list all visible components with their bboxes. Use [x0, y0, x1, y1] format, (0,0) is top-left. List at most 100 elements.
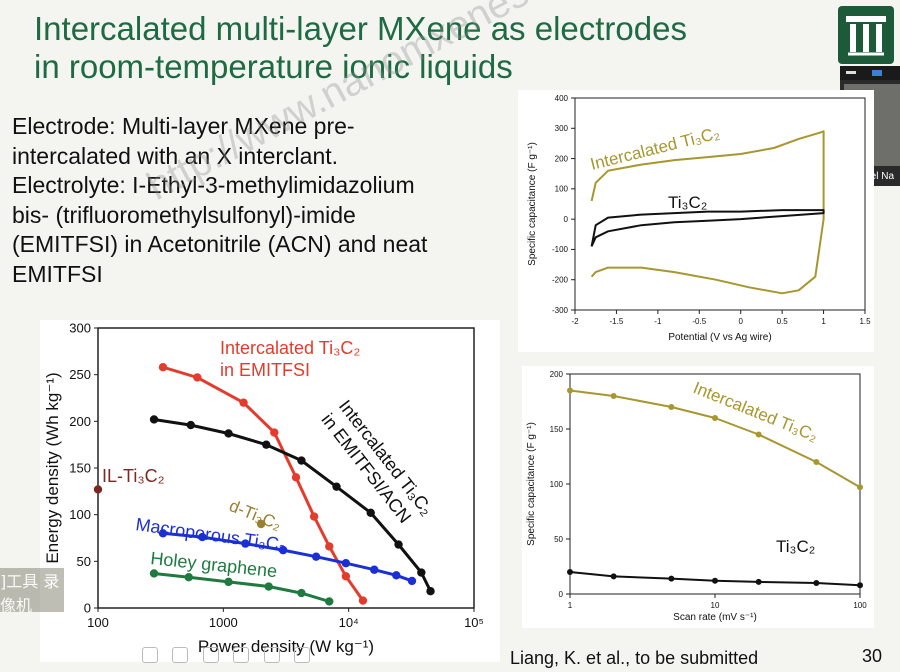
data-point — [358, 596, 368, 605]
x-tick-label: 1 — [568, 601, 573, 610]
data-point — [857, 582, 863, 589]
data-point — [311, 552, 321, 561]
page-number: 30 — [862, 646, 883, 666]
y-tick-label: 200 — [555, 154, 569, 163]
series-label-line: Ti₃C₂ — [776, 537, 815, 556]
x-tick-label: 10⁵ — [464, 615, 484, 630]
data-point — [158, 529, 168, 538]
body-line: bis- (trifluoromethylsulfonyl)-imide — [12, 201, 356, 228]
data-point — [325, 597, 334, 606]
plot-frame — [574, 97, 866, 311]
data-point — [370, 565, 379, 574]
y-tick-label: -200 — [552, 276, 569, 285]
data-point — [149, 569, 159, 578]
plot-frame — [569, 373, 861, 595]
ragone-plot-panel: 0 50 100 150 200 250 300 100 1000 10⁴ 10⁵ Power den… — [40, 320, 500, 662]
more-icon[interactable] — [294, 646, 311, 663]
data-point — [198, 532, 207, 542]
cv-plot-panel: -300 -200 -100 0 100 200 300 400 -2 -1.5 -1 -0.5 0 0.… — [518, 90, 874, 352]
y-tick-label: 300 — [69, 321, 91, 336]
ragone-plot: 0 50 100 150 200 250 300 100 1000 10⁴ 10⁵ Power den… — [43, 321, 484, 656]
data-point — [256, 519, 266, 529]
y-axis-label: Specific capacitance (F g⁻¹) — [527, 142, 538, 266]
data-point — [668, 404, 675, 410]
data-point — [278, 545, 288, 555]
data-point — [270, 428, 279, 437]
y-tick-label: 200 — [550, 370, 564, 379]
data-point — [158, 363, 168, 372]
presentation-toolbar — [142, 646, 320, 668]
data-point — [93, 485, 103, 494]
y-tick-label: 100 — [555, 185, 569, 194]
data-point — [149, 415, 159, 424]
y-tick-label: 50 — [554, 535, 563, 544]
x-tick-label: -2 — [571, 317, 579, 326]
x-tick-label: 100 — [853, 601, 867, 610]
pointer-icon[interactable] — [172, 646, 189, 663]
data-point — [262, 440, 271, 449]
data-point — [239, 398, 248, 407]
data-point — [264, 582, 273, 591]
y-tick-label: -300 — [552, 306, 569, 315]
subtitle-icon[interactable] — [263, 646, 280, 663]
body-line: EMITFSI — [12, 260, 103, 287]
x-tick-label: -1 — [654, 317, 662, 326]
series-label: Intercalated Ti₃C₂ — [588, 123, 721, 174]
university-logo — [838, 6, 894, 64]
series-line — [590, 130, 825, 295]
y-tick-label: -100 — [552, 245, 569, 254]
pen-icon[interactable] — [142, 646, 158, 663]
data-point — [610, 393, 617, 399]
slide-title: Intercalated multi-layer MXene as electr… — [34, 10, 794, 86]
series-label-line: Intercalated Ti₃C₂ — [691, 378, 821, 445]
x-axis-label: Power density (W kg⁻¹) — [198, 637, 374, 656]
data-point — [184, 573, 193, 582]
slide-title-line-2: in room-temperature ionic liquids — [34, 48, 513, 85]
zoom-icon[interactable] — [233, 646, 250, 663]
data-point — [332, 482, 341, 491]
series-label-line: Intercalated Ti₃C₂ — [220, 338, 360, 358]
grid-icon[interactable] — [202, 646, 219, 663]
series-label-line: IL-Ti₃C₂ — [102, 466, 165, 486]
y-axis-label: Energy density (Wh kg⁻¹) — [43, 372, 62, 563]
data-point — [857, 484, 863, 491]
reference-citation: Liang, K. et al., to be submitted — [510, 648, 759, 668]
x-tick-label: -1.5 — [610, 317, 624, 326]
y-tick-label: 300 — [555, 124, 569, 133]
series-label-line: Intercalated Ti₃C₂ — [588, 123, 721, 174]
y-tick-label: 0 — [559, 590, 564, 599]
series-line — [153, 572, 330, 603]
series-label: Ti₃C₂ — [668, 193, 707, 212]
data-point — [668, 575, 675, 582]
x-tick-label: 10⁴ — [339, 615, 359, 630]
data-point — [407, 576, 417, 586]
series-label-line: Ti₃C₂ — [668, 193, 707, 212]
y-axis-label: Specific capacitance (F g⁻¹) — [526, 422, 537, 546]
x-tick-label: 0.5 — [777, 317, 789, 326]
rate-plot-panel: 0 50 100 150 200 1 10 100 Scan rate (mV s⁻¹) Spec… — [522, 366, 874, 628]
series-label: IL-Ti₃C₂ — [102, 466, 165, 486]
body-line: Electrolyte: I-Ethyl-3-methylimidazolium — [12, 172, 415, 198]
data-point — [224, 429, 233, 438]
x-tick-label: 100 — [87, 615, 109, 630]
data-point — [309, 512, 319, 521]
video-toolbar — [840, 66, 900, 80]
data-point — [193, 373, 202, 382]
data-point — [224, 577, 233, 587]
data-point — [610, 573, 617, 580]
y-tick-label: 100 — [550, 480, 564, 489]
data-point — [567, 387, 573, 394]
data-point — [297, 588, 306, 598]
data-point — [394, 540, 403, 549]
y-tick-label: 150 — [550, 425, 564, 434]
description-text: Electrode: Multi-layer MXene pre- interc… — [12, 112, 512, 289]
data-point — [325, 542, 334, 551]
x-tick-label: 1000 — [209, 615, 238, 630]
body-line: (EMITFSI) in Acetonitrile (ACN) and neat — [12, 231, 428, 257]
data-point — [567, 569, 573, 575]
y-tick-label: 200 — [69, 414, 91, 429]
y-tick-label: 0 — [84, 601, 91, 616]
x-axis-label: Scan rate (mV s⁻¹) — [673, 612, 757, 623]
